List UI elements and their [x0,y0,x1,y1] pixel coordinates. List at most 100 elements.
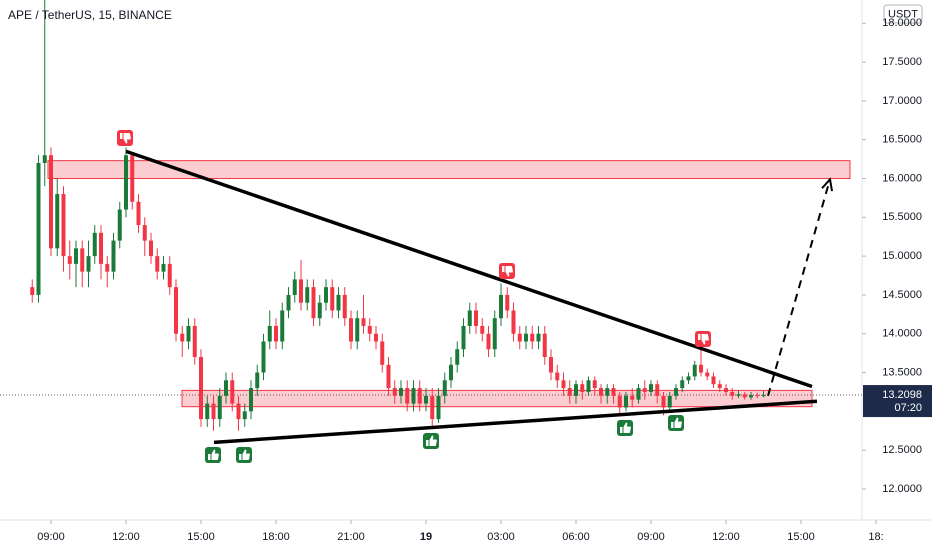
x-tick-label: 18:00 [262,531,290,543]
y-tick-label: 14.5000 [882,289,922,301]
candle-body [311,287,316,319]
candle-body [611,388,616,396]
price-zone [47,160,851,180]
candle-body [392,388,397,396]
candle-body [242,411,247,420]
x-tick-label: 06:00 [562,531,590,543]
y-tick-label: 16.0000 [882,172,922,184]
currency-label[interactable]: USDT [888,8,918,20]
thumb-down-icon [117,130,133,146]
candle-body [217,395,222,420]
candle-body [424,395,428,404]
candle-body [705,372,710,377]
candle-body [436,395,441,420]
candle-body [192,325,197,358]
candle-body [467,310,472,326]
candle-body [399,388,403,396]
candle-body [230,380,235,404]
plot-area [0,0,862,445]
candle-body [549,357,553,373]
candle-body [474,310,478,326]
thumb-up-icon [668,415,684,431]
candle-body [430,395,435,420]
candle-body [586,380,591,392]
projection-arrow [767,179,831,397]
candle-body [186,325,191,342]
candle-body [67,256,72,264]
candle-body [524,333,528,342]
candle-body [480,325,485,334]
trend-line [125,149,813,389]
candle-body [255,372,260,389]
x-tick-label: 09:00 [637,531,665,543]
candle-body [305,287,310,303]
axes: 18.0000 17.5000 17.0000 16.5000 16.0000 15.50… [37,17,932,543]
candle-body [580,384,585,392]
candle-body [36,162,41,295]
candle-body [605,388,610,396]
candle-body [417,388,422,404]
candle-body [642,388,647,392]
candle-body [674,388,678,396]
y-tick-label: 17.0000 [882,95,922,107]
candle-body [380,341,385,365]
candle-body [486,333,491,350]
candle-body [342,294,347,319]
candle-body [180,333,185,342]
x-tick-label: 12:00 [712,531,740,543]
candle-body [355,318,360,342]
candle-body [80,248,85,272]
thumb-up-icon [617,420,633,436]
thumb-up-icon [423,433,439,449]
candle-body [442,380,447,396]
candle-body [711,376,716,385]
candle-body [461,325,466,350]
candle-body [761,395,766,397]
candle-body [74,248,78,264]
candle-body [499,294,503,319]
candle-body [236,403,241,420]
y-tick-label: 15.0000 [882,250,922,262]
candle-body [749,395,753,398]
candle-body [449,364,453,381]
candle-body [405,388,410,404]
candle-body [386,364,391,389]
candle-body [105,263,110,272]
candle-body [692,364,697,377]
candle-body [136,201,141,226]
candle-body [680,380,685,389]
candle-body [649,384,653,392]
candle-body [367,325,372,334]
candle-body [667,395,672,408]
candle-body [730,391,735,396]
candle-body [267,325,272,342]
candle-body [661,395,666,408]
x-tick-label: 09:00 [37,531,65,543]
candle-body [117,209,122,241]
x-tick-label: 15:00 [787,531,815,543]
candle-body [636,388,641,400]
candle-body [99,232,103,264]
last-price-label: 13.2098 [882,389,922,401]
currency-box[interactable] [883,4,923,24]
thumb-down-icon [499,263,515,279]
countdown-label: 07:20 [894,402,922,414]
candle-body [330,287,335,311]
candle-body [374,333,378,342]
x-tick-label: 15:00 [187,531,215,543]
candle-body [149,240,153,257]
candle-body [349,318,353,342]
candle-body [699,364,703,373]
candle-body [542,333,547,358]
x-tick-label: 18: [868,531,883,543]
candle-body [324,287,328,303]
candle-body [211,403,216,420]
candle-body [724,388,728,392]
x-tick-label: 03:00 [487,531,515,543]
candle-body [411,388,416,404]
candle-body [92,232,97,257]
candle-body [155,256,160,272]
y-tick-label: 18.0000 [882,17,922,29]
